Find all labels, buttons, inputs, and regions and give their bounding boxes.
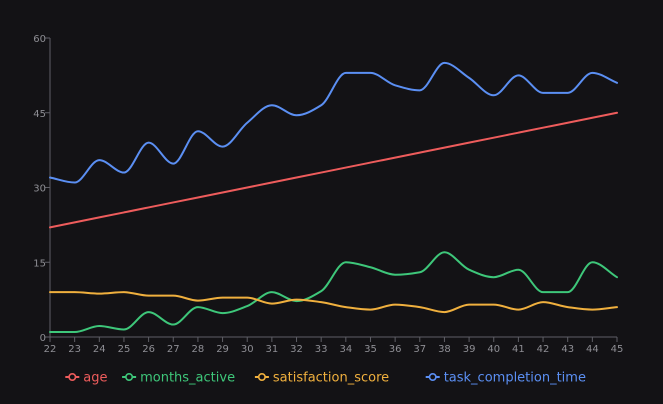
legend-item-months-active: months_active bbox=[122, 371, 235, 386]
x-tick-label: 31 bbox=[266, 344, 279, 355]
legend-label: months_active bbox=[140, 371, 235, 386]
x-tick-label: 38 bbox=[438, 344, 451, 355]
x-tick-label: 43 bbox=[561, 344, 574, 355]
legend-swatch-marker bbox=[428, 372, 437, 381]
x-tick-label: 39 bbox=[463, 344, 476, 355]
x-tick-label: 36 bbox=[389, 344, 402, 355]
x-tick-label: 42 bbox=[537, 344, 550, 355]
x-tick-label: 40 bbox=[487, 344, 500, 355]
x-tick-label: 34 bbox=[339, 344, 352, 355]
x-tick-label: 33 bbox=[315, 344, 328, 355]
y-tick-label: 0 bbox=[40, 333, 46, 344]
x-tick-label: 23 bbox=[68, 344, 81, 355]
y-tick-label: 60 bbox=[33, 34, 46, 45]
x-tick-label: 24 bbox=[93, 344, 106, 355]
x-tick-label: 27 bbox=[167, 344, 180, 355]
legend-swatch-marker bbox=[125, 372, 134, 381]
legend-item-task-completion-time: task_completion_time bbox=[425, 371, 586, 386]
y-tick-label: 15 bbox=[33, 258, 46, 269]
x-tick-label: 32 bbox=[290, 344, 303, 355]
x-tick-label: 28 bbox=[192, 344, 205, 355]
series-line-months-active bbox=[49, 251, 618, 334]
legend-label: satisfaction_score bbox=[273, 371, 389, 386]
legend-label: age bbox=[83, 371, 107, 386]
x-tick-label: 30 bbox=[241, 344, 254, 355]
x-tick-label: 29 bbox=[216, 344, 229, 355]
series-line-age bbox=[49, 111, 618, 229]
y-tick-label: 30 bbox=[33, 184, 46, 195]
x-tick-label: 25 bbox=[118, 344, 131, 355]
x-tick-label: 45 bbox=[611, 344, 624, 355]
x-tick-label: 37 bbox=[413, 344, 426, 355]
series-line-satisfaction-score bbox=[49, 291, 618, 314]
x-tick-label: 44 bbox=[586, 344, 599, 355]
x-tick-label: 41 bbox=[512, 344, 525, 355]
legend-item-satisfaction-score: satisfaction_score bbox=[254, 371, 389, 386]
legend-item-age: age bbox=[65, 371, 108, 386]
legend-swatch-marker bbox=[257, 372, 266, 381]
x-tick-label: 35 bbox=[364, 344, 377, 355]
legend-label: task_completion_time bbox=[444, 371, 586, 386]
series-line-task-completion-time bbox=[49, 61, 618, 184]
y-tick-label: 45 bbox=[33, 109, 46, 120]
x-tick-label: 22 bbox=[44, 344, 57, 355]
legend-swatch-marker bbox=[68, 372, 77, 381]
x-tick-label: 26 bbox=[142, 344, 155, 355]
